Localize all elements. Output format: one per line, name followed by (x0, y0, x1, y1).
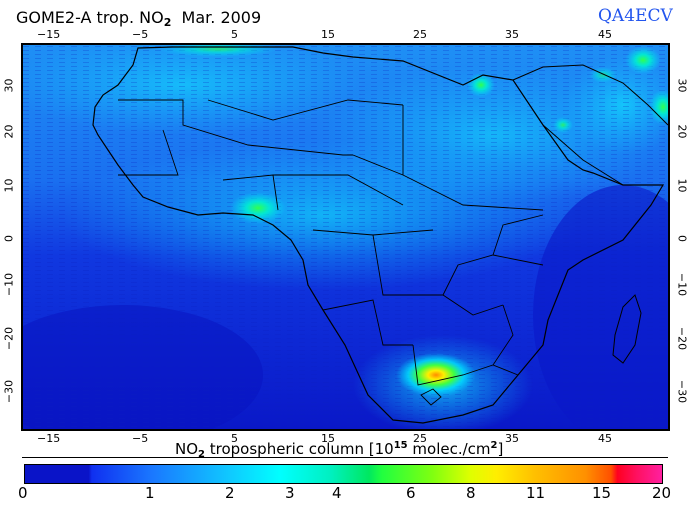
lon-tick-top: −5 (132, 28, 149, 41)
lon-tick-top: −15 (37, 28, 61, 41)
africa-map-graphic (23, 45, 668, 429)
lat-tick-left: −30 (2, 379, 16, 404)
colorbar-tick: 6 (406, 484, 416, 502)
colorbar-tick: 0 (18, 484, 28, 502)
axis-label-sup: 15 (393, 440, 408, 451)
lat-tick-right: 20 (675, 124, 689, 139)
lat-tick-left: 0 (2, 235, 16, 242)
lon-tick-bottom: 45 (598, 432, 612, 445)
brand-logo: QA4ECV (598, 6, 673, 26)
title-subscript: 2 (163, 16, 172, 29)
lon-tick-top: 5 (231, 28, 238, 41)
lon-tick-bottom: 15 (321, 432, 335, 445)
axis-label-unit: molec./cm (407, 440, 491, 458)
lat-tick-left: 30 (2, 78, 16, 93)
colorbar-tick: 15 (592, 484, 612, 502)
lon-tick-bottom: 35 (505, 432, 519, 445)
no2-map (21, 43, 670, 431)
map-title: GOME2-A trop. NO2 Mar. 2009 (16, 8, 261, 29)
axis-label-text: ] (497, 440, 504, 458)
colorbar-tick: 1 (145, 484, 155, 502)
title-text: GOME2-A trop. NO (16, 8, 164, 27)
lat-tick-left: −10 (2, 272, 16, 297)
axis-label-text: NO (175, 440, 199, 458)
lon-tick-top: 15 (321, 28, 335, 41)
divider-line (22, 457, 668, 458)
lon-tick-top: 45 (598, 28, 612, 41)
axis-label-unit-sup: 2 (490, 440, 498, 451)
lon-tick-bottom: −15 (37, 432, 61, 445)
lat-tick-left: −20 (2, 326, 16, 351)
colorbar-tick: 11 (526, 484, 546, 502)
colorbar-axis-label: NO2 tropospheric column [1015 molec./cm2… (175, 440, 503, 460)
title-date: Mar. 2009 (181, 8, 262, 27)
lat-tick-left: 10 (2, 178, 16, 193)
lat-tick-right: 0 (675, 235, 689, 242)
colorbar (24, 464, 663, 484)
lat-tick-right: 10 (675, 178, 689, 193)
colorbar-tick: 20 (652, 484, 672, 502)
colorbar-tick: 3 (285, 484, 295, 502)
lon-tick-top: 35 (505, 28, 519, 41)
lat-tick-right: 30 (675, 78, 689, 93)
lon-tick-top: 25 (413, 28, 427, 41)
colorbar-tick: 2 (225, 484, 235, 502)
title-gap (171, 8, 181, 27)
colorbar-tick: 8 (466, 484, 476, 502)
lat-tick-right: −10 (675, 272, 689, 297)
lat-tick-left: 20 (2, 124, 16, 139)
lat-tick-right: −30 (675, 379, 689, 404)
lon-tick-bottom: 5 (231, 432, 238, 445)
lat-tick-right: −20 (675, 326, 689, 351)
axis-label-sub: 2 (198, 449, 205, 460)
axis-label-text: tropospheric column [10 (205, 440, 394, 458)
lon-tick-bottom: 25 (413, 432, 427, 445)
lon-tick-bottom: −5 (132, 432, 149, 445)
colorbar-tick: 4 (332, 484, 342, 502)
